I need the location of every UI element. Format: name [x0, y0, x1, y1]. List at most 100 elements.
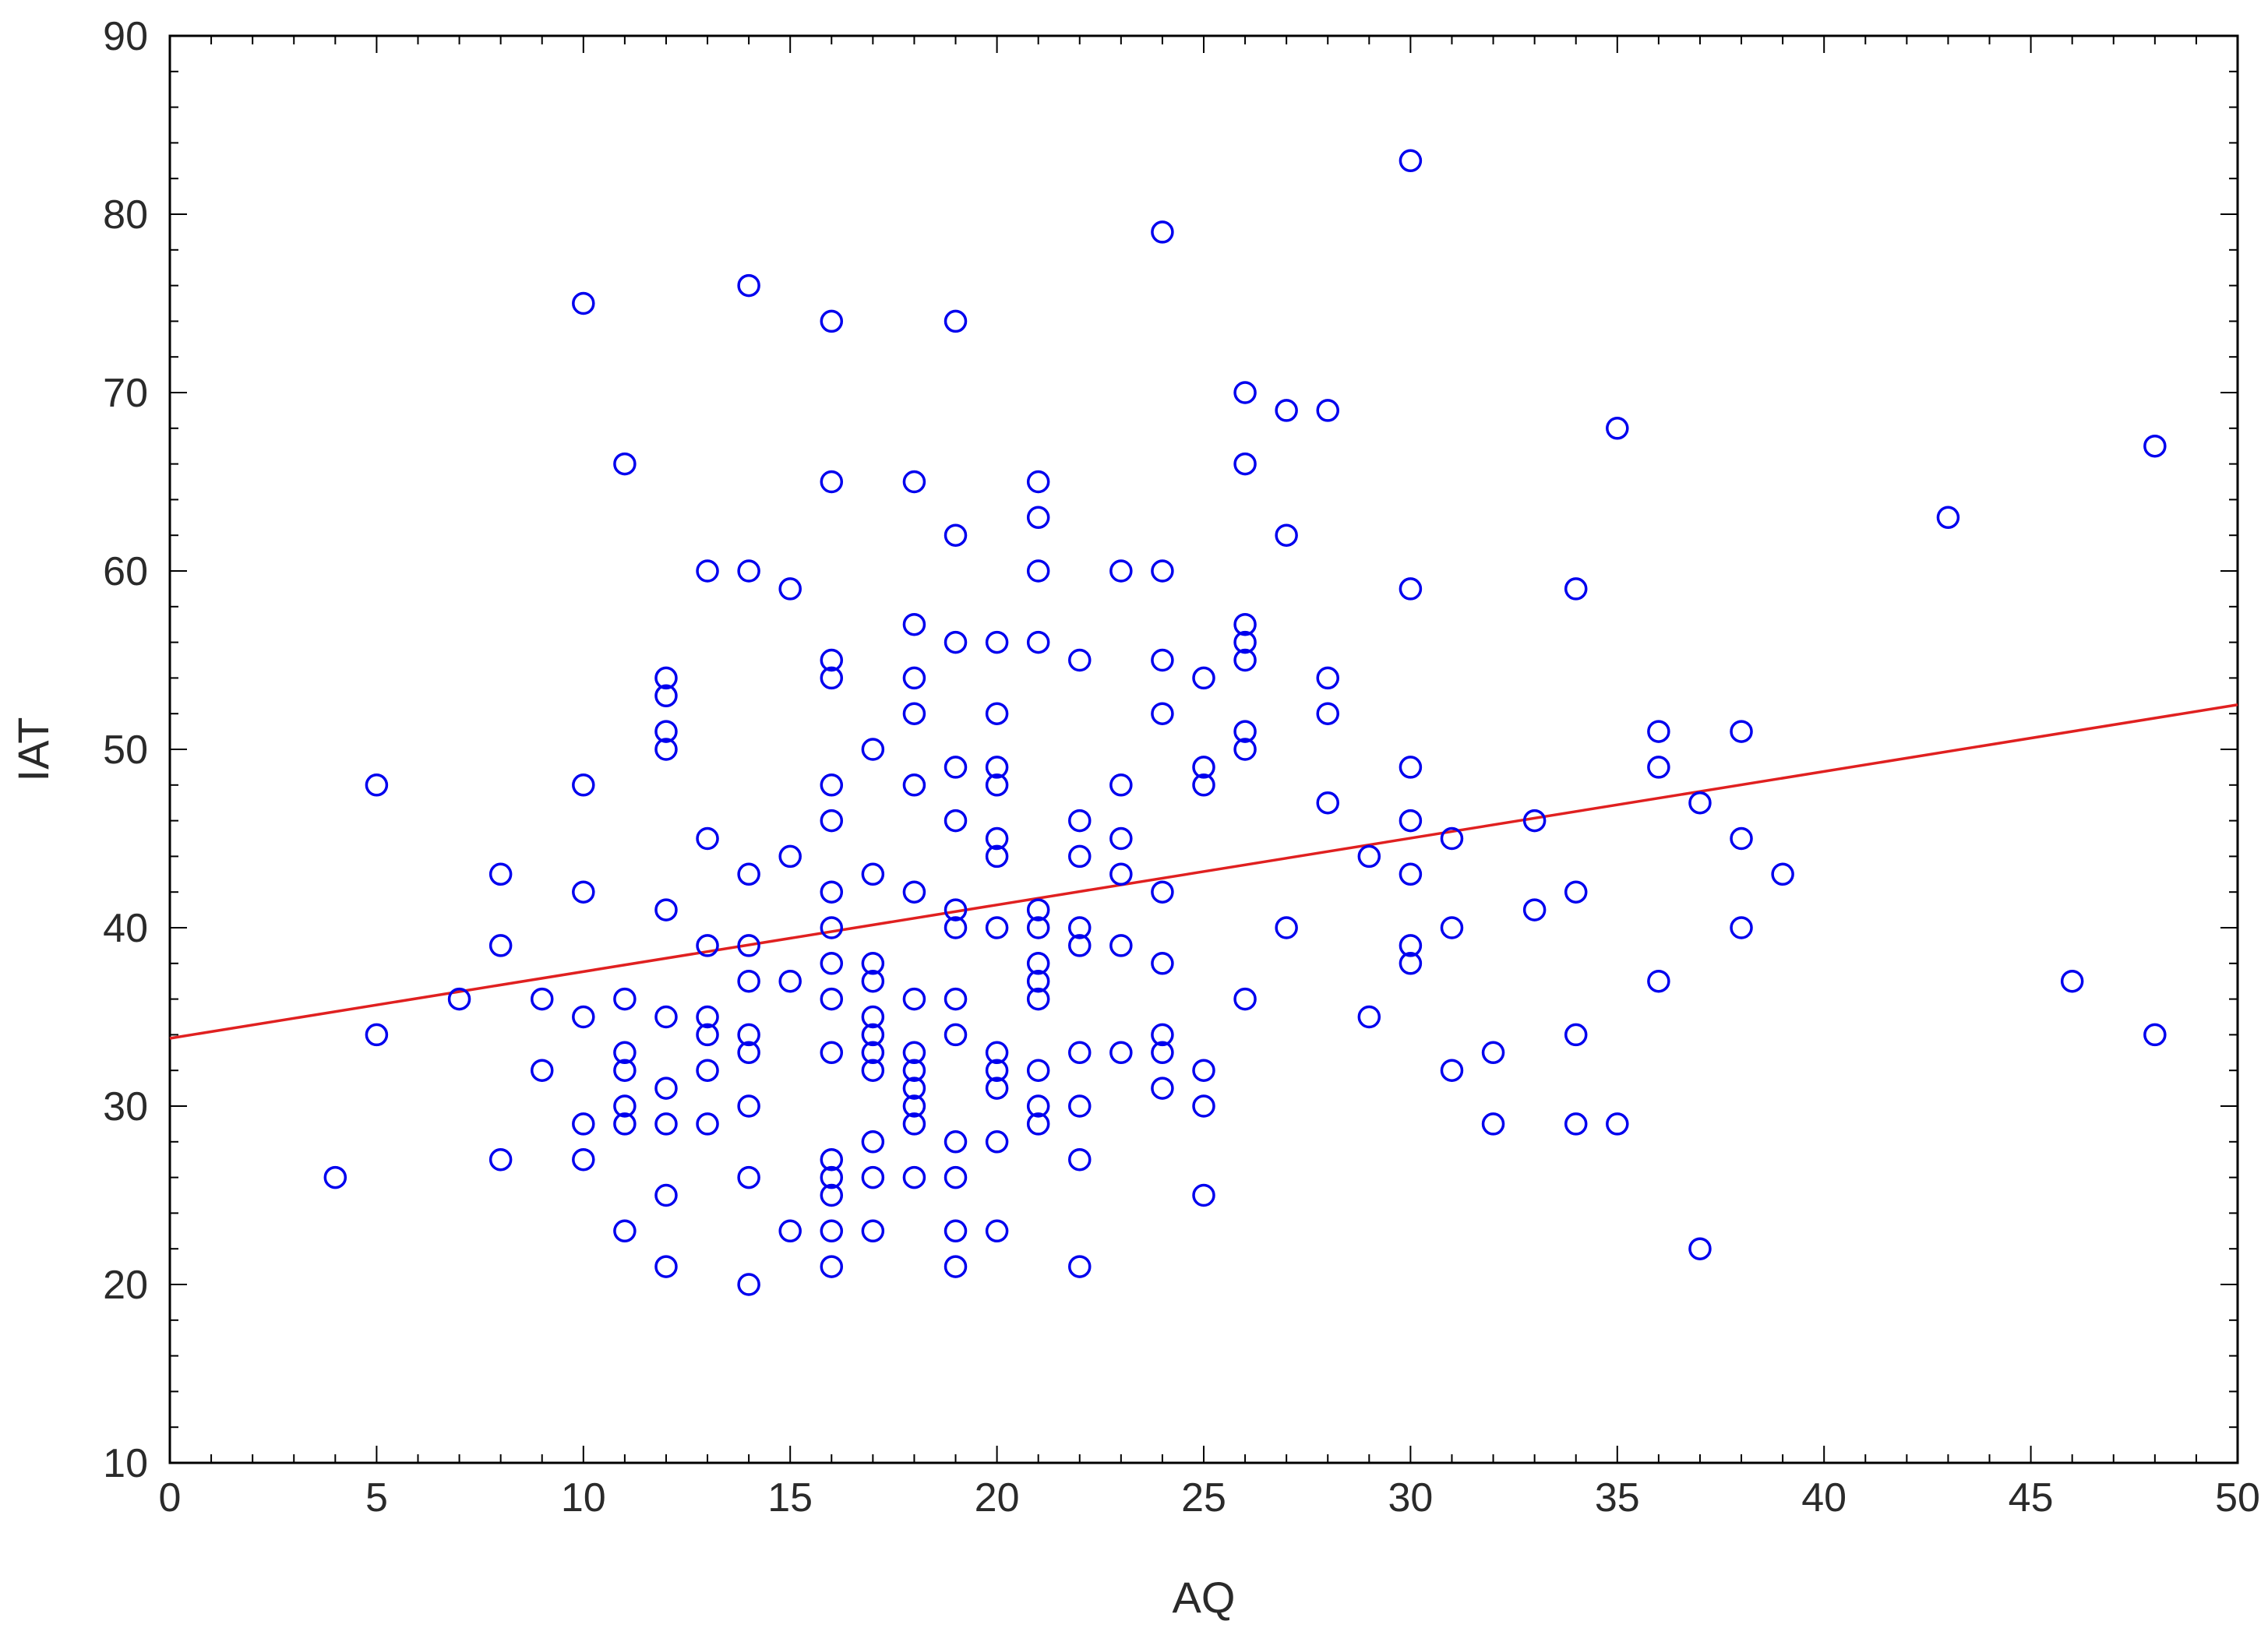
data-point: [1026, 1112, 1050, 1136]
data-point: [861, 952, 885, 975]
data-point: [778, 1219, 802, 1243]
data-point: [323, 1165, 347, 1189]
data-point: [944, 1255, 968, 1278]
data-point: [654, 898, 678, 921]
data-point: [737, 969, 760, 993]
data-point: [1068, 916, 1092, 939]
data-point: [861, 862, 885, 886]
x-axis-label: AQ: [1173, 1573, 1236, 1622]
data-point: [985, 1059, 1009, 1082]
data-point: [902, 880, 926, 904]
data-point: [985, 1130, 1009, 1154]
data-point: [820, 916, 844, 939]
data-point: [613, 1112, 637, 1136]
y-tick-label: 80: [103, 192, 148, 238]
data-point: [530, 987, 554, 1011]
data-point: [365, 1023, 389, 1047]
data-point: [902, 987, 926, 1011]
data-point: [737, 1023, 760, 1047]
data-point: [1233, 987, 1257, 1011]
x-tick-label: 45: [2009, 1475, 2054, 1520]
data-point: [654, 738, 678, 761]
data-point: [2060, 969, 2084, 993]
data-point: [1068, 809, 1092, 833]
data-point: [696, 1059, 719, 1082]
data-point: [902, 1112, 926, 1136]
data-point: [902, 1076, 926, 1100]
data-point: [2143, 1023, 2167, 1047]
data-point: [613, 987, 637, 1011]
data-point: [1026, 898, 1050, 921]
data-point: [1357, 844, 1381, 869]
x-tick-label: 10: [561, 1475, 606, 1520]
data-point: [820, 952, 844, 975]
data-point: [1688, 791, 1712, 815]
data-point: [572, 880, 595, 904]
y-tick-label: 40: [103, 906, 148, 951]
data-point: [1316, 702, 1339, 725]
data-point: [1233, 630, 1257, 654]
data-point: [861, 1023, 885, 1047]
data-point: [902, 1165, 926, 1189]
data-point: [1316, 666, 1339, 690]
data-point: [1688, 1237, 1712, 1260]
data-point: [1233, 612, 1257, 636]
x-tick-label: 50: [2215, 1475, 2260, 1520]
data-point: [489, 934, 513, 957]
data-point: [737, 1165, 760, 1189]
data-point: [1192, 666, 1215, 690]
y-tick-label: 60: [103, 549, 148, 594]
data-point: [1109, 773, 1133, 797]
data-point: [1647, 720, 1670, 743]
data-point: [1026, 969, 1050, 993]
data-point: [985, 756, 1009, 779]
data-point: [1316, 791, 1339, 815]
data-point: [902, 470, 926, 494]
y-axis-label: IAT: [9, 717, 58, 782]
data-point: [654, 684, 678, 708]
x-tick-label: 20: [975, 1475, 1020, 1520]
data-point: [1026, 630, 1050, 654]
data-point: [820, 309, 844, 333]
data-point: [820, 880, 844, 904]
data-point: [613, 1041, 637, 1065]
regression-line: [169, 703, 2238, 1040]
data-point: [1192, 773, 1215, 797]
data-point: [1109, 826, 1133, 851]
data-point: [985, 1219, 1009, 1243]
data-point: [902, 773, 926, 797]
data-point: [2143, 434, 2167, 458]
x-tick-label: 30: [1388, 1475, 1433, 1520]
data-point: [613, 452, 637, 476]
data-point: [613, 1219, 637, 1243]
data-point: [1275, 523, 1298, 547]
data-point: [696, 559, 719, 583]
data-point: [654, 1183, 678, 1207]
y-tick-label: 90: [103, 14, 148, 59]
data-point: [1192, 756, 1215, 779]
data-point: [572, 291, 595, 315]
data-point: [1316, 399, 1339, 422]
data-point: [1151, 952, 1174, 975]
data-point: [902, 612, 926, 636]
data-point: [820, 987, 844, 1011]
y-tick-label: 20: [103, 1263, 148, 1308]
data-point: [902, 1041, 926, 1065]
data-point: [1564, 577, 1588, 601]
data-point: [1192, 1059, 1215, 1082]
data-point: [1357, 1005, 1381, 1029]
data-point: [1233, 648, 1257, 672]
data-point: [1151, 1023, 1174, 1047]
data-point: [1399, 862, 1423, 886]
data-point: [1647, 756, 1670, 779]
data-point: [1233, 452, 1257, 476]
data-point: [572, 1112, 595, 1136]
data-point: [1192, 1094, 1215, 1118]
data-point: [489, 1147, 513, 1172]
data-point: [1026, 470, 1050, 494]
data-point: [1026, 987, 1050, 1011]
data-point: [1647, 969, 1670, 993]
data-point: [1399, 952, 1423, 975]
x-tick-label: 5: [365, 1475, 388, 1520]
